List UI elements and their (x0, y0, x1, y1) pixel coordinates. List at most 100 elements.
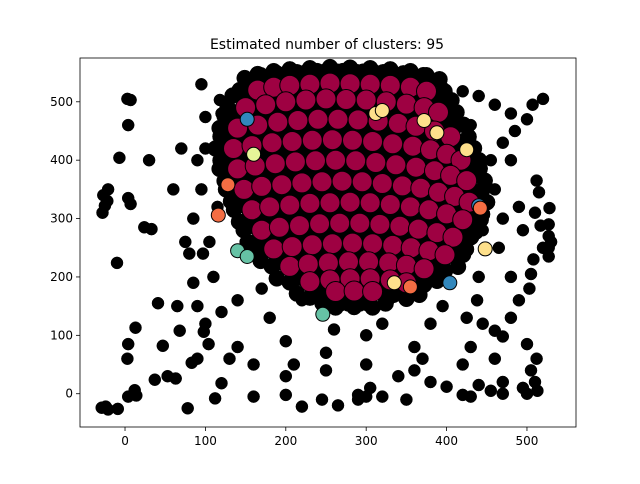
noise-point (424, 317, 437, 330)
noise-point (376, 317, 389, 330)
core-cluster-point (391, 175, 413, 197)
plot-frame (79, 57, 577, 428)
noise-point (472, 89, 485, 103)
noise-point (543, 201, 556, 215)
noise-point (195, 78, 208, 91)
core-cluster-point (325, 281, 347, 302)
core-cluster-point (387, 112, 409, 134)
core-cluster-point (241, 199, 263, 221)
core-cluster-point (351, 171, 373, 193)
noise-point (124, 197, 137, 211)
minor-cluster-point (472, 200, 488, 216)
core-cluster-point (339, 191, 361, 213)
core-cluster-point (385, 154, 407, 176)
core-cluster-point (325, 149, 347, 171)
core-cluster-point (227, 158, 249, 180)
noise-point (484, 384, 498, 398)
core-cluster-point (413, 258, 435, 280)
noise-point (408, 340, 421, 354)
noise-point (542, 218, 555, 231)
noise-point (151, 296, 165, 310)
noise-point (173, 324, 186, 337)
noise-point (524, 267, 538, 281)
noise-point (215, 376, 228, 390)
core-cluster-point (251, 219, 273, 241)
noise-point (455, 116, 472, 134)
minor-cluster-point (416, 113, 432, 128)
noise-point (496, 330, 510, 343)
noise-point (121, 337, 135, 351)
core-cluster-point (331, 170, 353, 192)
noise-point (247, 390, 260, 403)
core-cluster-point (271, 174, 293, 196)
core-cluster-point (407, 218, 429, 240)
noise-point (436, 299, 449, 313)
core-cluster-point (299, 192, 321, 214)
core-cluster-point (362, 131, 384, 152)
noise-point (523, 282, 536, 295)
noise-point (512, 294, 526, 307)
noise-point (516, 223, 530, 237)
noise-point (191, 352, 204, 365)
core-cluster-point (301, 129, 323, 151)
noise-point (456, 388, 469, 402)
core-cluster-point (389, 215, 411, 237)
noise-point (142, 153, 156, 167)
minor-cluster-point (220, 177, 236, 193)
core-cluster-point (329, 212, 351, 234)
noise-point (508, 124, 522, 138)
core-cluster-point (359, 192, 381, 214)
x-axis: 0 100 200 300 400 500 (121, 427, 538, 448)
noise-point (156, 339, 170, 353)
noise-point (181, 402, 194, 415)
noise-point (496, 136, 510, 149)
noise-point (532, 186, 546, 199)
core-cluster-point (349, 212, 371, 234)
minor-cluster-point (210, 207, 226, 223)
chart-title: Estimated number of clusters: 95 (210, 37, 444, 53)
noise-point (138, 221, 151, 234)
noise-point (231, 294, 244, 307)
noise-point (121, 118, 135, 132)
noise-point (191, 299, 204, 313)
noise-point (496, 387, 510, 400)
noise-point (460, 311, 473, 325)
core-cluster-point (405, 156, 427, 178)
core-cluster-point (362, 233, 384, 255)
noise-point (215, 305, 228, 319)
noise-point (195, 183, 208, 196)
core-cluster-point (347, 109, 369, 131)
core-cluster-point (442, 226, 464, 248)
noise-point (504, 153, 518, 167)
noise-point (202, 337, 215, 351)
noise-point (456, 85, 469, 98)
noise-point (351, 393, 365, 406)
noise-point (528, 206, 542, 219)
core-cluster-point (284, 151, 306, 173)
noise-point (224, 87, 241, 104)
core-cluster-point (379, 194, 401, 215)
y-tick-label: 0 (65, 387, 73, 401)
core-cluster-point (343, 280, 365, 302)
core-cluster-point (315, 88, 337, 110)
noise-point (520, 337, 534, 351)
noise-point (408, 364, 421, 377)
noise-point (171, 299, 184, 313)
x-tick-label: 500 (516, 434, 539, 448)
noise-point (113, 151, 126, 165)
noise-point (231, 340, 244, 354)
core-cluster-point (402, 135, 424, 157)
noise-point (124, 93, 137, 107)
noise-point (191, 153, 204, 167)
noise-point (101, 183, 115, 196)
core-cluster-point (335, 89, 357, 110)
noise-point (148, 373, 162, 386)
noise-point (488, 352, 502, 365)
noise-point (472, 270, 485, 284)
noise-point (247, 358, 260, 371)
noise-point (527, 253, 540, 266)
minor-cluster-point (442, 275, 458, 291)
noise-point (512, 200, 526, 214)
noise-point (187, 276, 200, 290)
